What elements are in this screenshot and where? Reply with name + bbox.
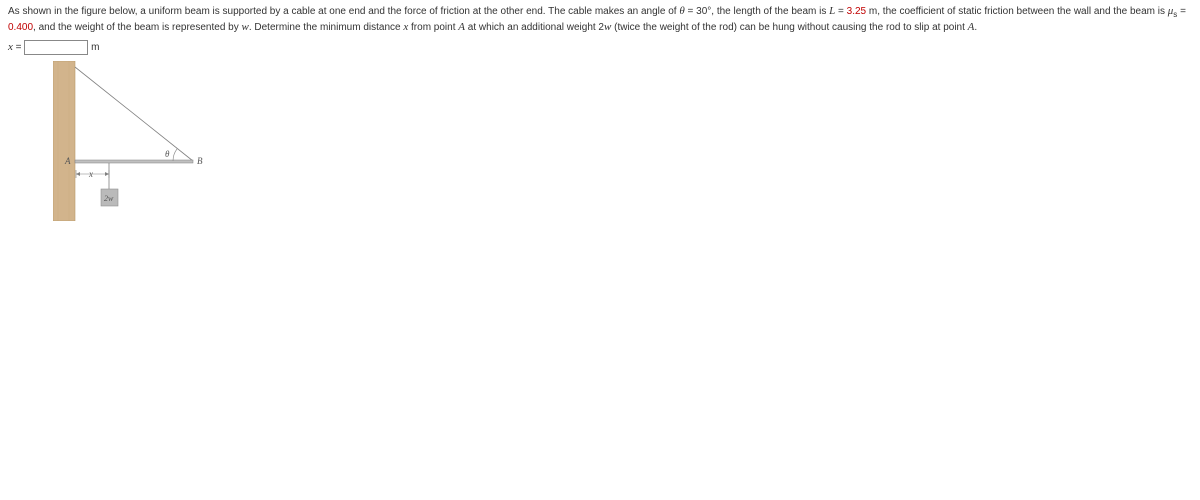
text-rest: . Determine the minimum distance	[249, 22, 404, 33]
theta-eq: = 30°, the length of the beam is	[685, 6, 829, 17]
svg-text:θ: θ	[165, 149, 170, 159]
text-period: .	[974, 22, 977, 33]
L-unit: m, the coefficient of static friction be…	[866, 6, 1168, 17]
w-symbol: w	[242, 21, 249, 33]
L-eq: =	[835, 6, 846, 17]
text-rest3: at which an additional weight 2	[465, 22, 604, 33]
text-intro: As shown in the figure below, a uniform …	[8, 6, 679, 17]
svg-text:B: B	[197, 156, 203, 166]
figure-svg: θ A Bx 2w	[53, 61, 253, 221]
answer-unit: m	[88, 42, 99, 53]
svg-text:2w: 2w	[104, 194, 114, 203]
problem-statement: As shown in the figure below, a uniform …	[8, 4, 1200, 36]
answer-input[interactable]	[24, 40, 88, 55]
text-mid: , and the weight of the beam is represen…	[33, 22, 241, 33]
mu-value: 0.400	[8, 22, 33, 33]
answer-row: x = m	[8, 40, 1200, 55]
L-value: 3.25	[847, 6, 866, 17]
svg-text:A: A	[64, 156, 71, 166]
svg-text:x: x	[88, 169, 93, 179]
A-symbol: A	[458, 21, 465, 33]
figure: θ A Bx 2w	[53, 61, 253, 221]
text-rest4: (twice the weight of the rod) can be hun…	[611, 22, 967, 33]
mu-eq: =	[1177, 6, 1186, 17]
answer-eq: =	[13, 42, 24, 53]
text-rest2: from point	[408, 22, 458, 33]
